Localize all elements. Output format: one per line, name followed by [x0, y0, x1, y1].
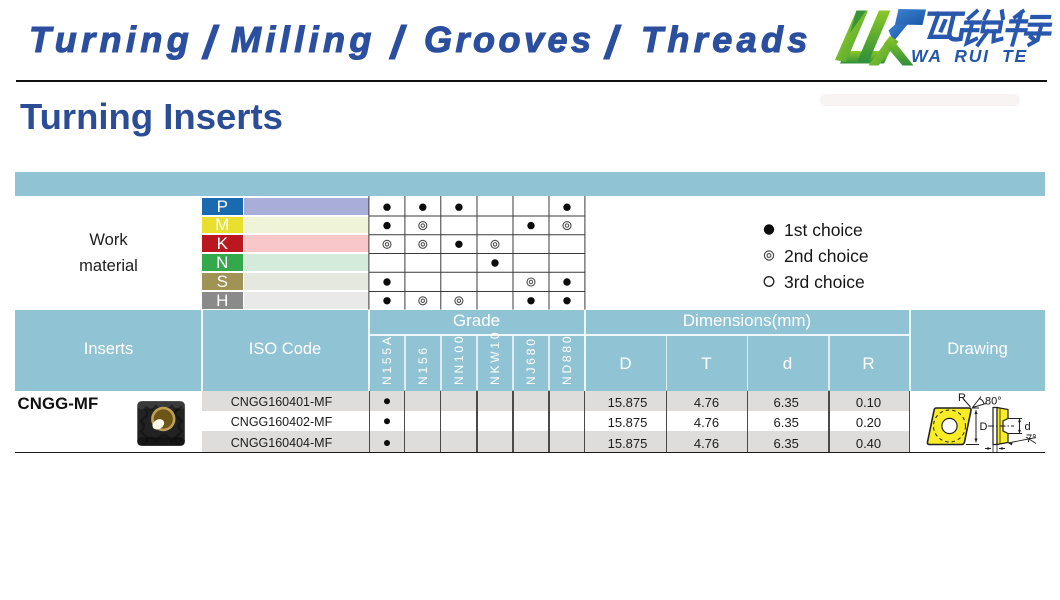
svg-text:ND880: ND880	[560, 334, 574, 385]
svg-text:WA RUI TE: WA RUI TE	[911, 46, 1028, 66]
svg-text:7°: 7°	[1026, 433, 1037, 445]
svg-text:N156: N156	[416, 345, 430, 385]
svg-text:80°: 80°	[985, 396, 1002, 408]
svg-text:D: D	[980, 421, 988, 433]
svg-text:NJ680: NJ680	[524, 336, 538, 385]
svg-text:NN100: NN100	[452, 334, 466, 385]
svg-text:NKW10: NKW10	[488, 330, 502, 385]
svg-text:N155A: N155A	[380, 334, 394, 385]
svg-text:R: R	[958, 392, 966, 404]
svg-text:d: d	[1025, 421, 1031, 433]
